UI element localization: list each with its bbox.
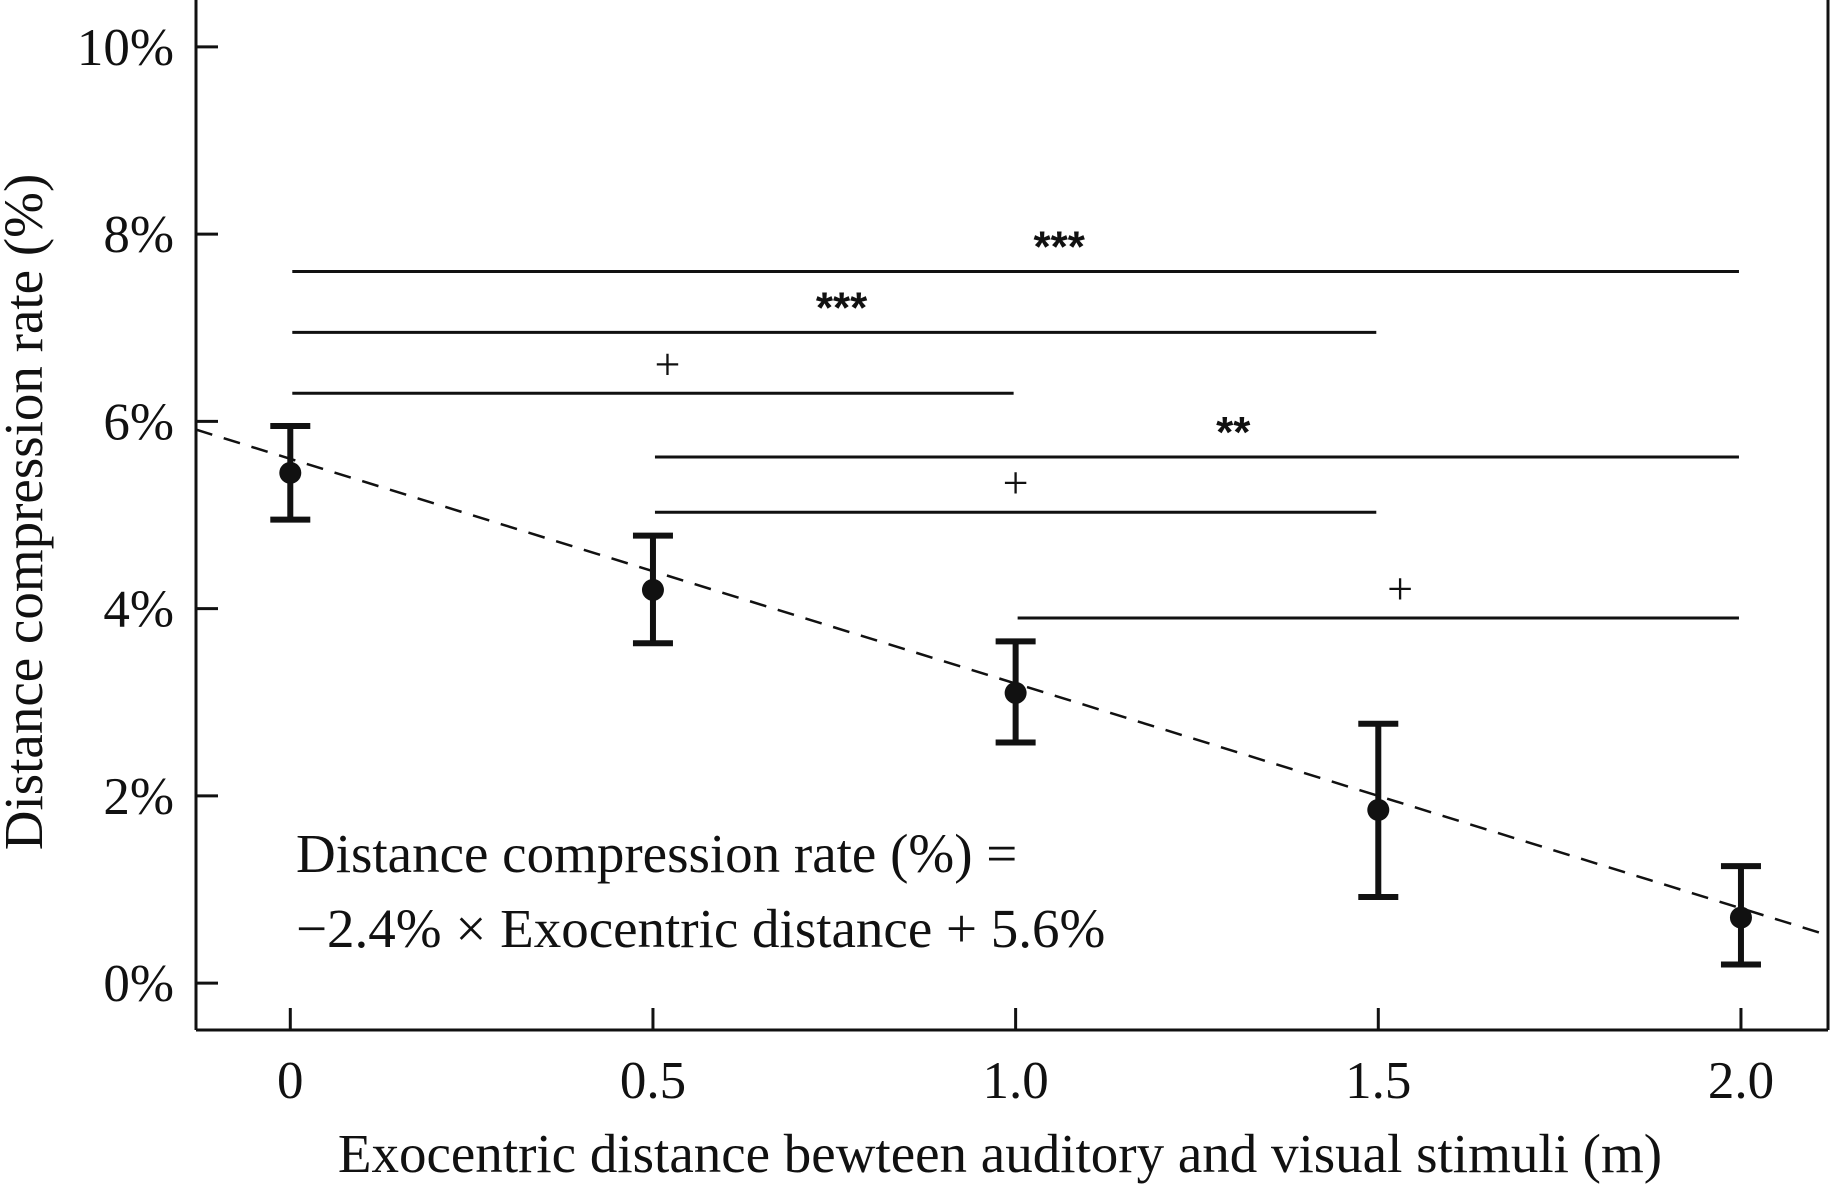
x-axis-ticks: 0 0.5 1.0 1.5 2.0 [277,1008,1774,1110]
fit-line-layer [195,428,1829,937]
significance-bars: *** *** + ** + + [292,223,1739,620]
equation-line-2: −2.4% × Exocentric distance + 5.6% [296,898,1105,959]
x-tick-label: 1.0 [983,1052,1049,1110]
data-point [279,461,302,484]
x-tick-label: 0.5 [620,1052,686,1110]
significance-label: + [654,338,680,389]
equation-line-1: Distance compression rate (%) = [296,823,1017,884]
data-point [641,578,664,601]
regression-line [195,428,1829,937]
x-axis-title: Exocentric distance bewteen auditory and… [338,1123,1662,1184]
data-points [279,461,1752,929]
y-tick-label: 0% [103,955,174,1013]
significance-label: ** [1216,408,1251,457]
y-tick-label: 6% [103,393,174,451]
plot-frame [194,0,1830,1032]
data-point [1729,906,1752,929]
y-tick-label: 2% [103,768,174,826]
y-tick-label: 10% [77,19,174,77]
data-point [1367,798,1390,821]
y-axis-title: Distance compression rate (%) [0,174,54,851]
x-tick-label: 1.5 [1345,1052,1411,1110]
x-tick-label: 2.0 [1708,1052,1774,1110]
x-tick-label: 0 [277,1052,304,1110]
y-tick-label: 8% [103,206,174,264]
data-point [1004,681,1027,704]
y-tick-label: 4% [103,581,174,639]
y-axis-ticks: 0% 2% 4% 6% 8% 10% [77,19,218,1013]
significance-label: + [1387,563,1413,614]
significance-label: *** [816,283,868,332]
significance-label: + [1003,457,1029,508]
significance-label: *** [1033,223,1085,272]
